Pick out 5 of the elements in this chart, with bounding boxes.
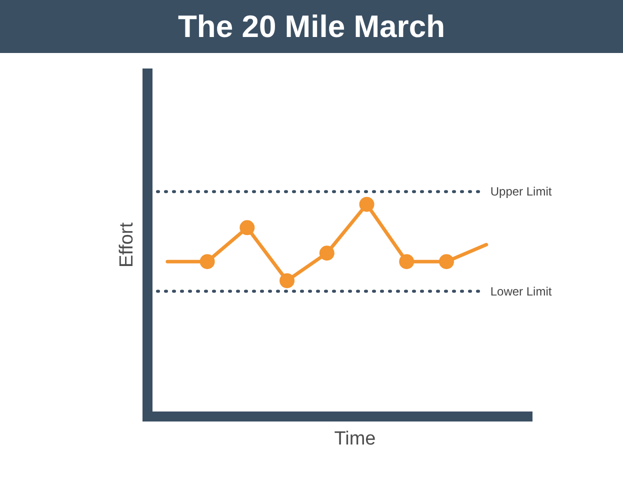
chart-title: The 20 Mile March (0, 0, 623, 53)
y-axis-title: Effort (116, 222, 138, 268)
x-axis-title: Time (334, 428, 376, 450)
ref-line-label: Upper Limit (490, 184, 552, 199)
ref-line-label: Lower Limit (490, 284, 552, 298)
